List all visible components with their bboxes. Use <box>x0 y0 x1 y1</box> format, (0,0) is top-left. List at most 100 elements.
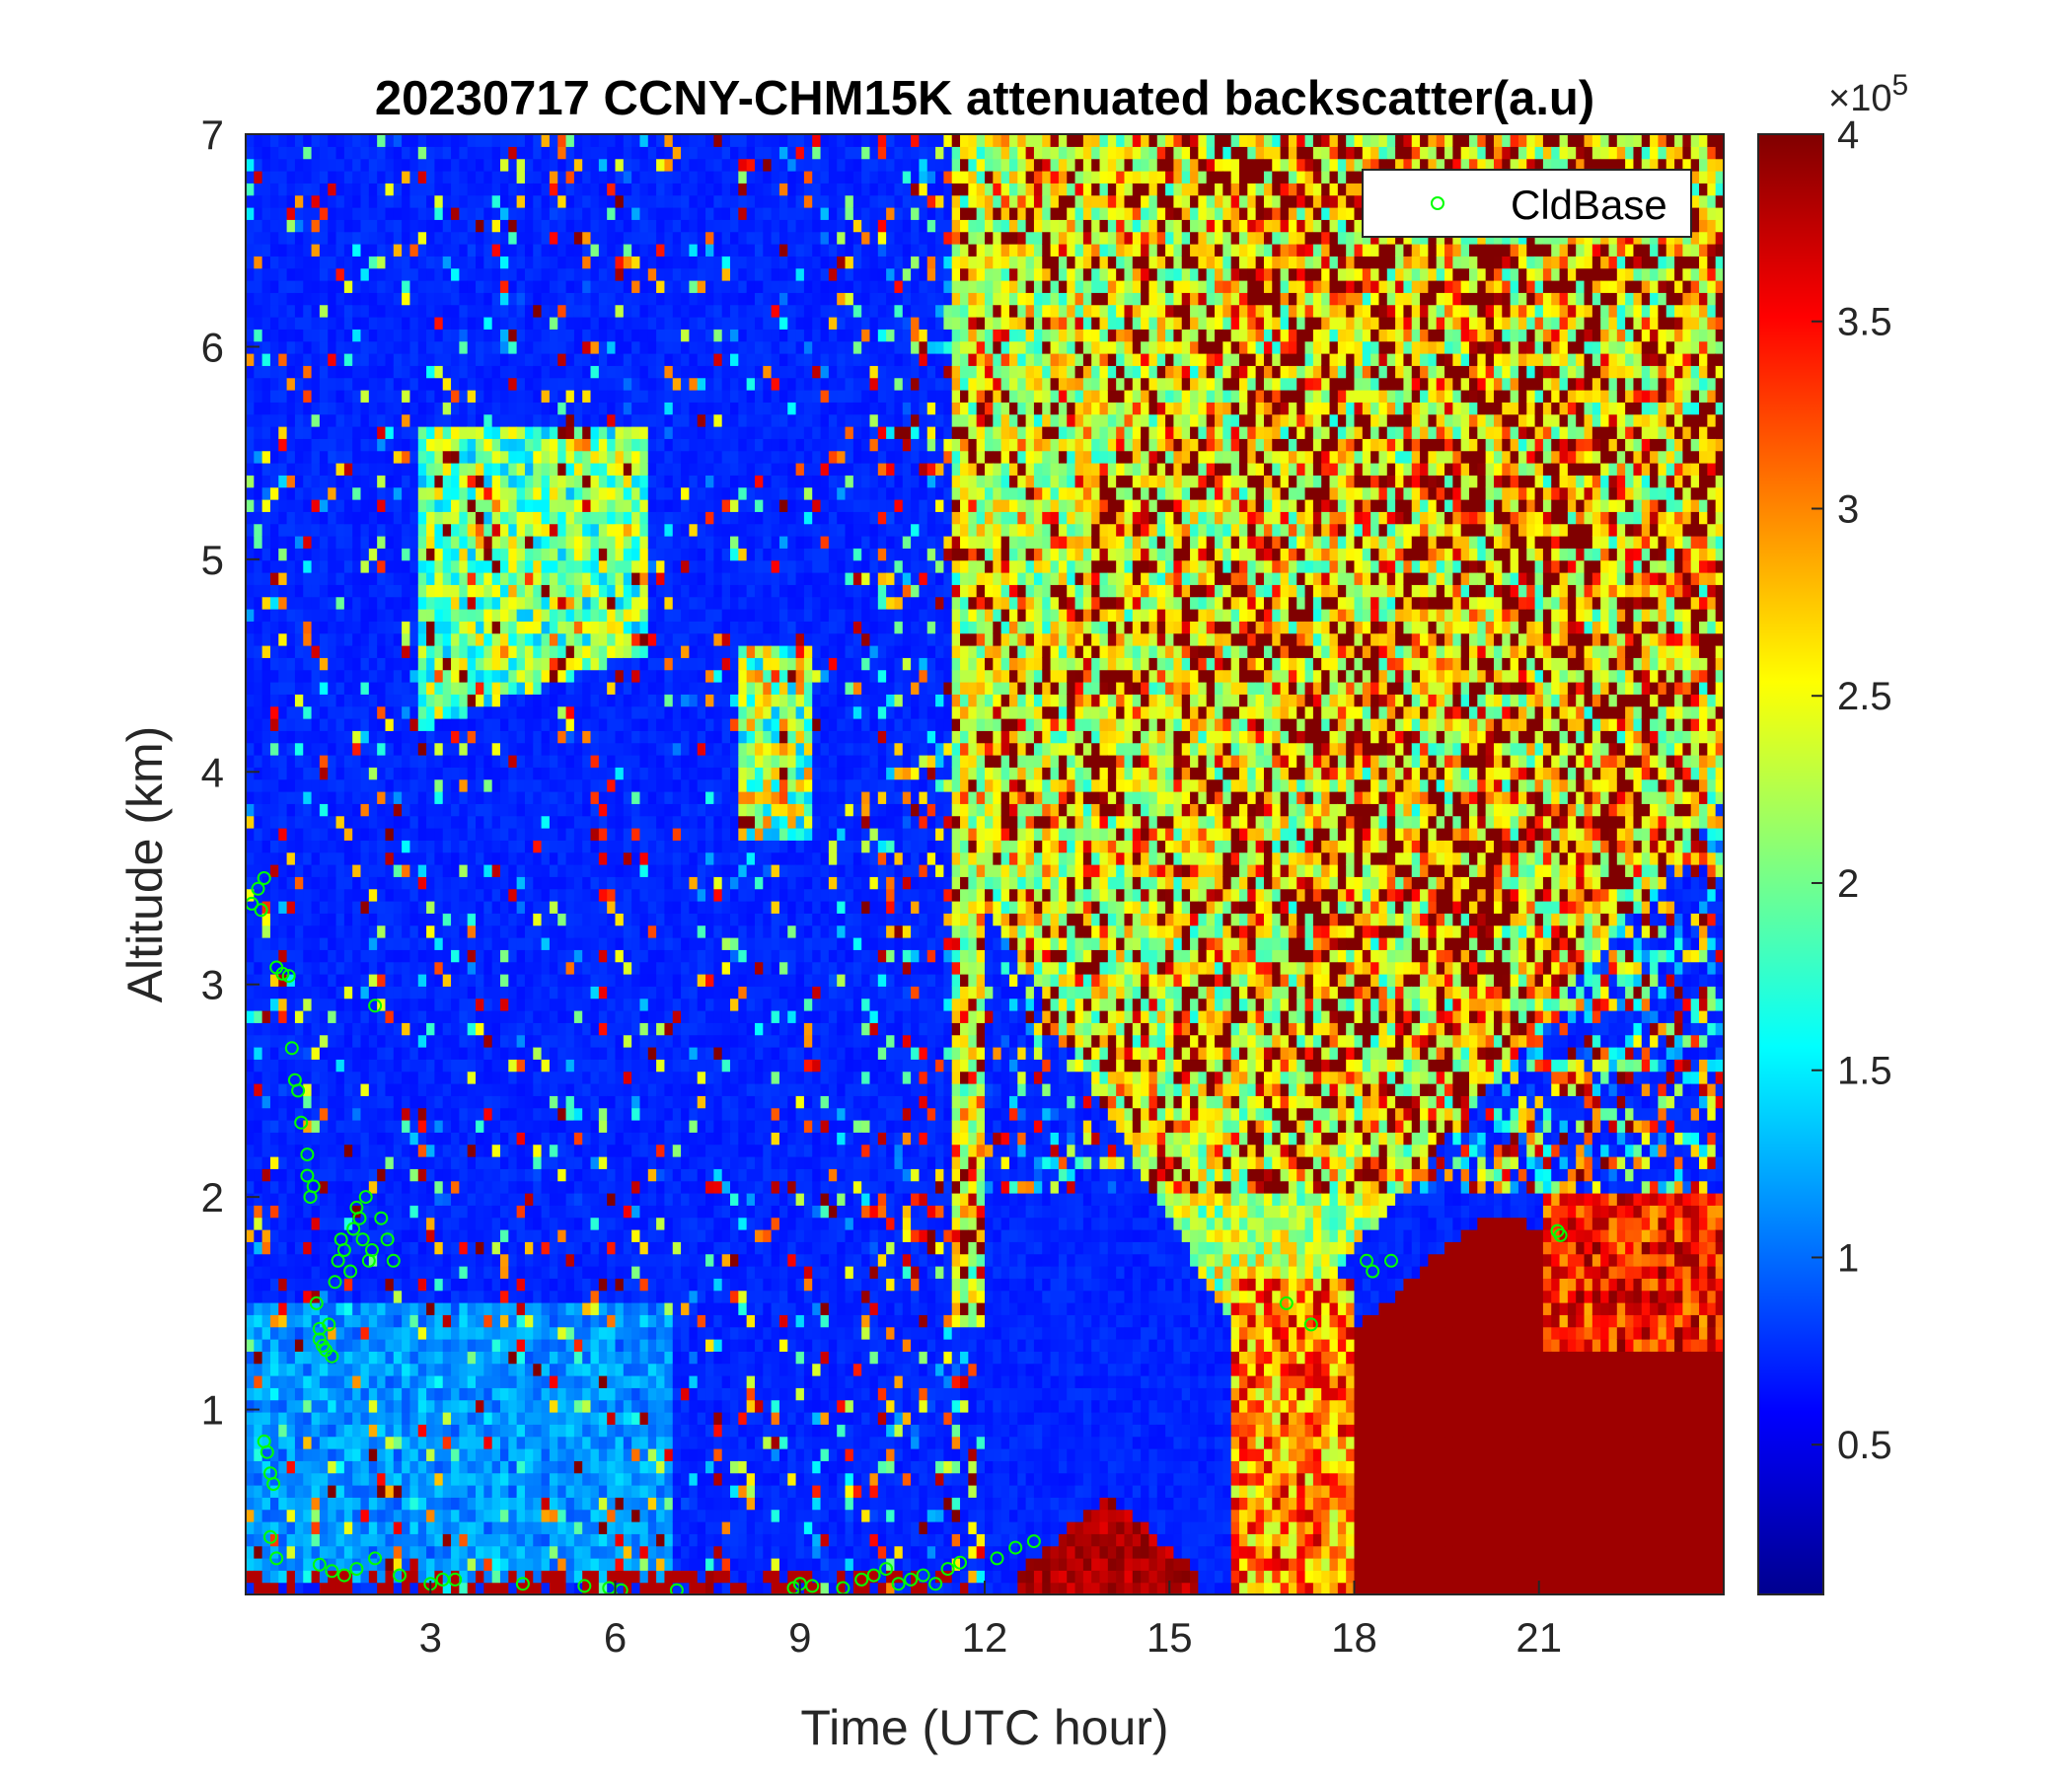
heatmap-cell <box>582 670 591 683</box>
heatmap-cell <box>483 1072 492 1084</box>
heatmap-cell <box>517 828 526 841</box>
heatmap-cell <box>262 1108 271 1121</box>
heatmap-cell <box>303 925 312 938</box>
heatmap-cell <box>443 268 452 281</box>
heatmap-cell <box>468 816 477 829</box>
heatmap-cell <box>443 633 452 646</box>
heatmap-cell <box>287 1510 296 1522</box>
heatmap-cell <box>574 694 583 706</box>
heatmap-cell <box>377 1168 386 1181</box>
heatmap-cell <box>443 232 452 245</box>
heatmap-cell <box>402 999 410 1011</box>
heatmap-cell <box>254 1083 262 1096</box>
heatmap-cell <box>385 999 394 1011</box>
heatmap-cell <box>483 1570 492 1583</box>
heatmap-cell <box>500 974 509 987</box>
heatmap-cell <box>508 1570 517 1583</box>
heatmap-cell <box>443 621 452 633</box>
heatmap-cell <box>377 1132 386 1145</box>
heatmap-cell <box>582 1448 591 1461</box>
heatmap-cell <box>312 1583 321 1595</box>
heatmap-cell <box>566 1291 575 1303</box>
heatmap-cell <box>443 999 452 1011</box>
heatmap-cell <box>459 767 468 779</box>
heatmap-cell <box>574 1059 583 1072</box>
heatmap-cell <box>550 1291 558 1303</box>
heatmap-cell <box>476 1339 484 1352</box>
heatmap-cell <box>525 1291 534 1303</box>
heatmap-cell <box>443 1387 452 1400</box>
heatmap-cell <box>320 937 329 950</box>
heatmap-cell <box>451 451 460 464</box>
heatmap-cell <box>278 1570 287 1583</box>
heatmap-cell <box>550 889 558 902</box>
heatmap-cell <box>402 986 410 999</box>
heatmap-cell <box>483 828 492 841</box>
heatmap-cell <box>525 1497 534 1510</box>
heatmap-cell <box>361 438 370 451</box>
heatmap-cell <box>500 414 509 427</box>
heatmap-cell <box>500 901 509 914</box>
heatmap-cell <box>459 1375 468 1388</box>
heatmap-cell <box>278 621 287 633</box>
heatmap-cell <box>468 1424 477 1437</box>
heatmap-cell <box>287 816 296 829</box>
heatmap-cell <box>254 1291 262 1303</box>
heatmap-cell <box>303 305 312 318</box>
heatmap-cell <box>557 1291 566 1303</box>
heatmap-cell <box>492 1010 501 1023</box>
heatmap-cell <box>542 511 551 524</box>
heatmap-cell <box>312 1546 321 1559</box>
heatmap-cell <box>434 1314 443 1327</box>
heatmap-cell <box>542 548 551 560</box>
heatmap-cell <box>574 1291 583 1303</box>
heatmap-cell <box>409 1266 418 1279</box>
heatmap-cell <box>557 1010 566 1023</box>
heatmap-cell <box>295 1229 304 1242</box>
heatmap-cell <box>287 803 296 816</box>
heatmap-cell <box>270 414 279 427</box>
heatmap-cell <box>476 511 484 524</box>
heatmap-cell <box>557 1424 566 1437</box>
heatmap-cell <box>344 511 353 524</box>
heatmap-cell <box>517 329 526 341</box>
heatmap-cell <box>352 1156 361 1169</box>
heatmap-cell <box>525 597 534 610</box>
heatmap-cell <box>443 609 452 622</box>
heatmap-cell <box>443 925 452 938</box>
heatmap-cell <box>476 670 484 683</box>
heatmap-cell <box>320 305 329 318</box>
heatmap-cell <box>336 1521 345 1534</box>
heatmap-cell <box>557 1108 566 1121</box>
heatmap-cell <box>377 718 386 731</box>
heatmap-cell <box>287 1558 296 1571</box>
heatmap-cell <box>566 159 575 172</box>
heatmap-cell <box>582 1291 591 1303</box>
heatmap-cell <box>270 1181 279 1194</box>
heatmap-cell <box>344 1278 353 1291</box>
heatmap-cell <box>402 1546 410 1559</box>
heatmap-cell <box>361 657 370 670</box>
heatmap-cell <box>352 1570 361 1583</box>
heatmap-cell <box>270 1156 279 1169</box>
heatmap-cell <box>394 730 403 743</box>
heatmap-cell <box>418 962 427 975</box>
heatmap-cell <box>434 1339 443 1352</box>
heatmap-cell <box>542 1132 551 1145</box>
heatmap-cell <box>434 1266 443 1279</box>
heatmap-cell <box>582 986 591 999</box>
heatmap-cell <box>550 475 558 487</box>
heatmap-cell <box>550 1533 558 1546</box>
heatmap-cell <box>582 743 591 756</box>
heatmap-cell <box>361 901 370 914</box>
heatmap-cell <box>426 1497 435 1510</box>
heatmap-cell <box>312 572 321 585</box>
heatmap-cell <box>246 1168 255 1181</box>
heatmap-cell <box>434 219 443 232</box>
heatmap-cell <box>344 1327 353 1340</box>
heatmap-cell <box>443 949 452 962</box>
heatmap-cell <box>574 1132 583 1145</box>
heatmap-cell <box>303 1266 312 1279</box>
heatmap-cell <box>508 219 517 232</box>
heatmap-cell <box>483 511 492 524</box>
